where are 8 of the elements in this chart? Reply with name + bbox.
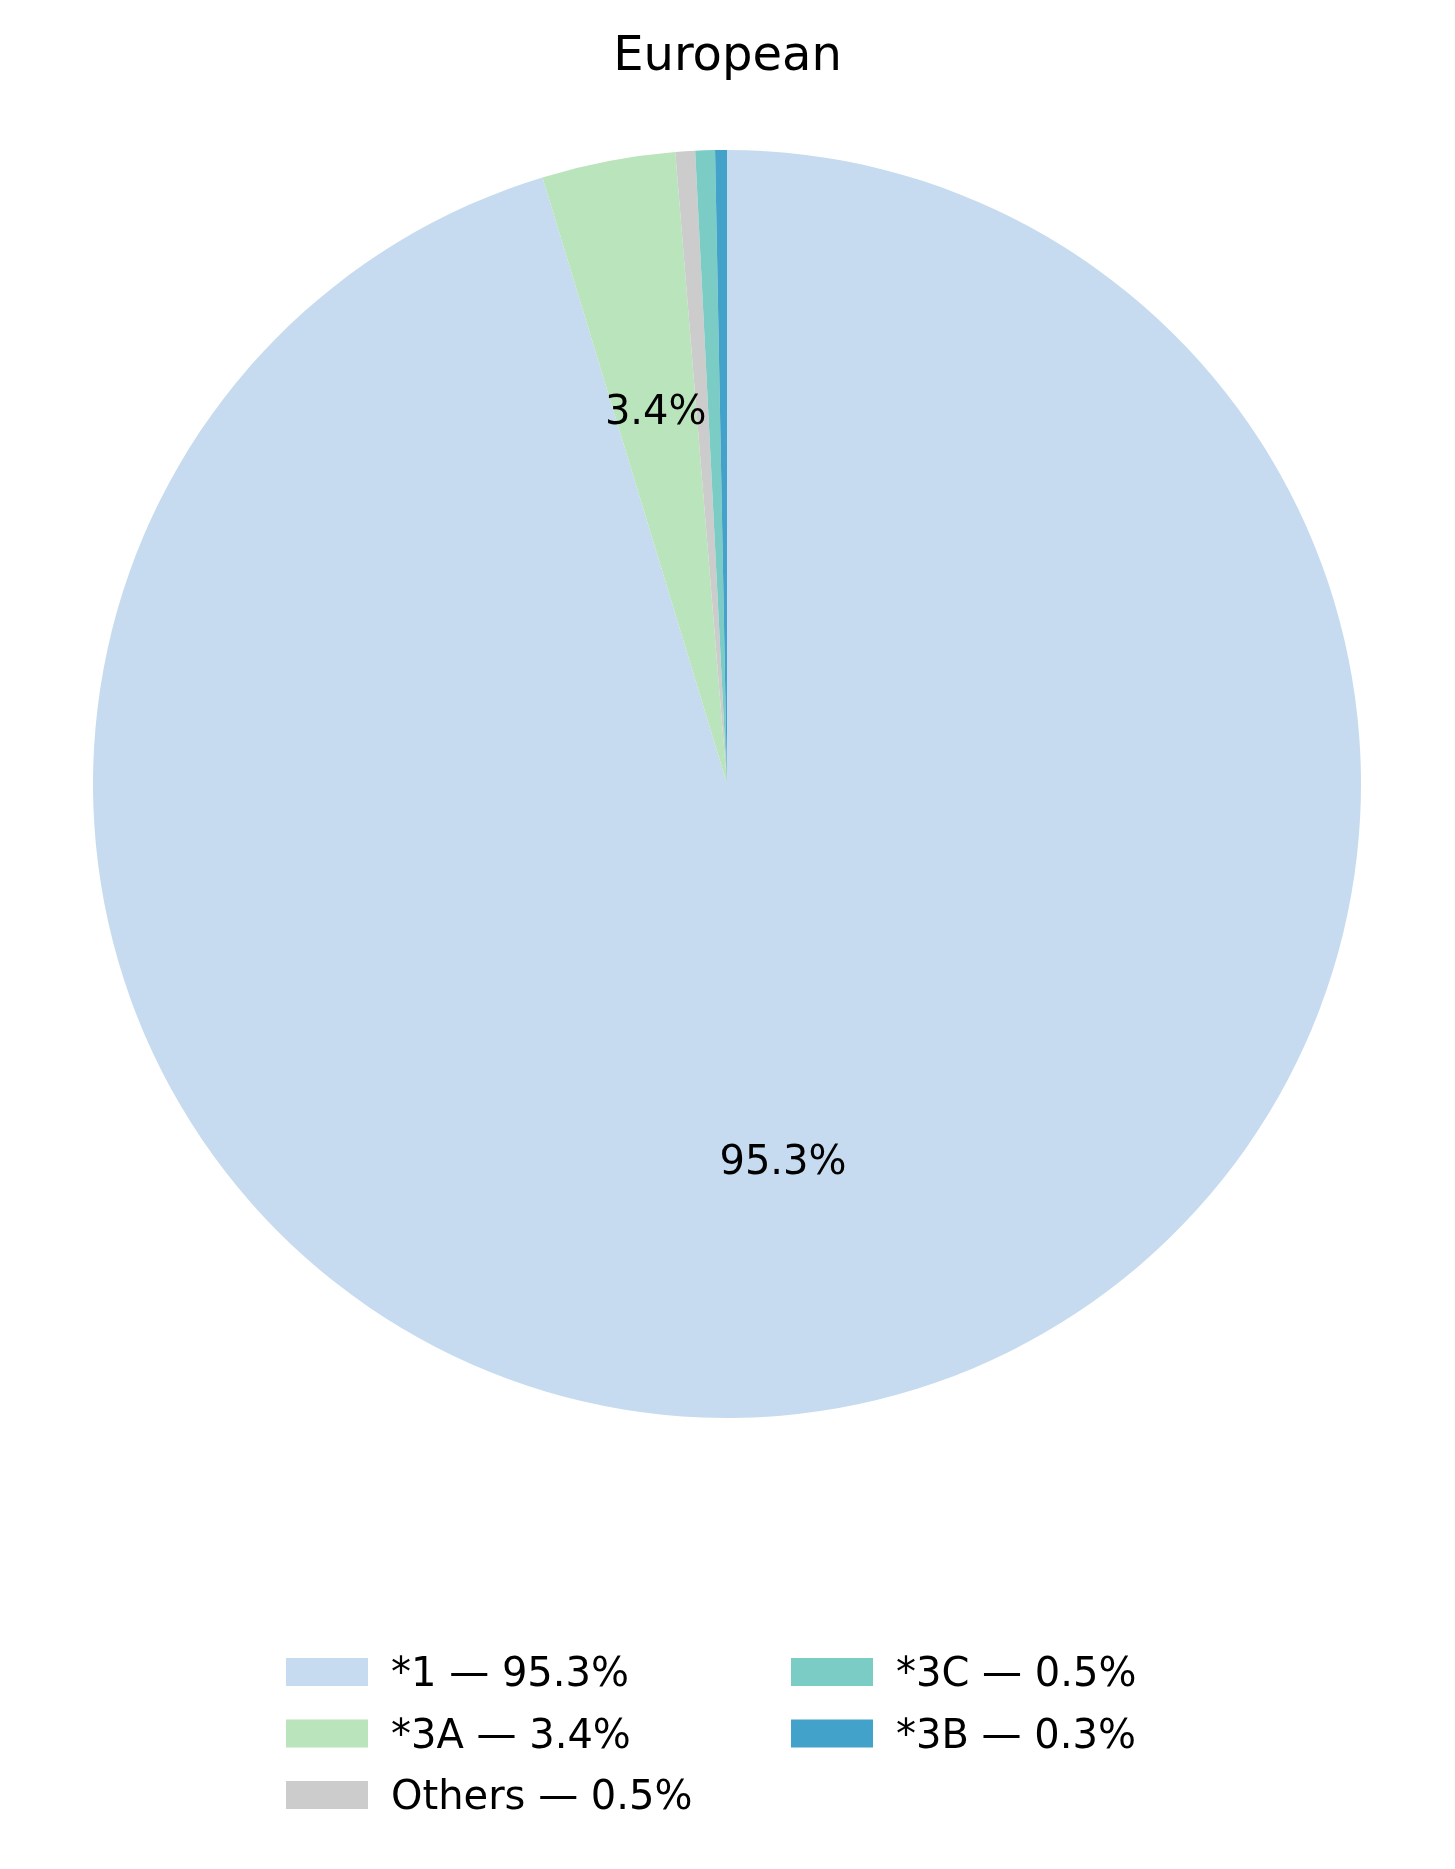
legend-label: *1 — 95.3% [391, 1649, 629, 1695]
data-label: 95.3% [719, 1137, 847, 1184]
legend-label: *3B — 0.3% [896, 1710, 1136, 1757]
chart-title: European [613, 25, 842, 81]
data-label: 3.4% [604, 387, 707, 434]
legend-label: Others — 0.5% [391, 1772, 693, 1818]
legend-label: *3A — 3.4% [391, 1710, 631, 1757]
legend-label: *3C — 0.5% [896, 1649, 1137, 1695]
